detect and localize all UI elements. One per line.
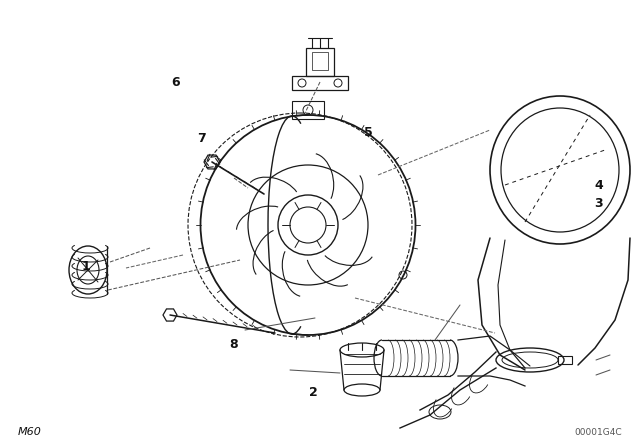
Text: 00001G4C: 00001G4C xyxy=(574,427,622,436)
Text: 5: 5 xyxy=(364,125,372,139)
Text: M60: M60 xyxy=(18,427,42,437)
Text: 1: 1 xyxy=(82,260,91,273)
Text: 4: 4 xyxy=(594,179,603,193)
Text: 3: 3 xyxy=(594,197,603,211)
Text: 7: 7 xyxy=(197,132,206,146)
Text: 8: 8 xyxy=(229,338,238,352)
Text: 2: 2 xyxy=(309,385,318,399)
Text: 6: 6 xyxy=(172,76,180,90)
